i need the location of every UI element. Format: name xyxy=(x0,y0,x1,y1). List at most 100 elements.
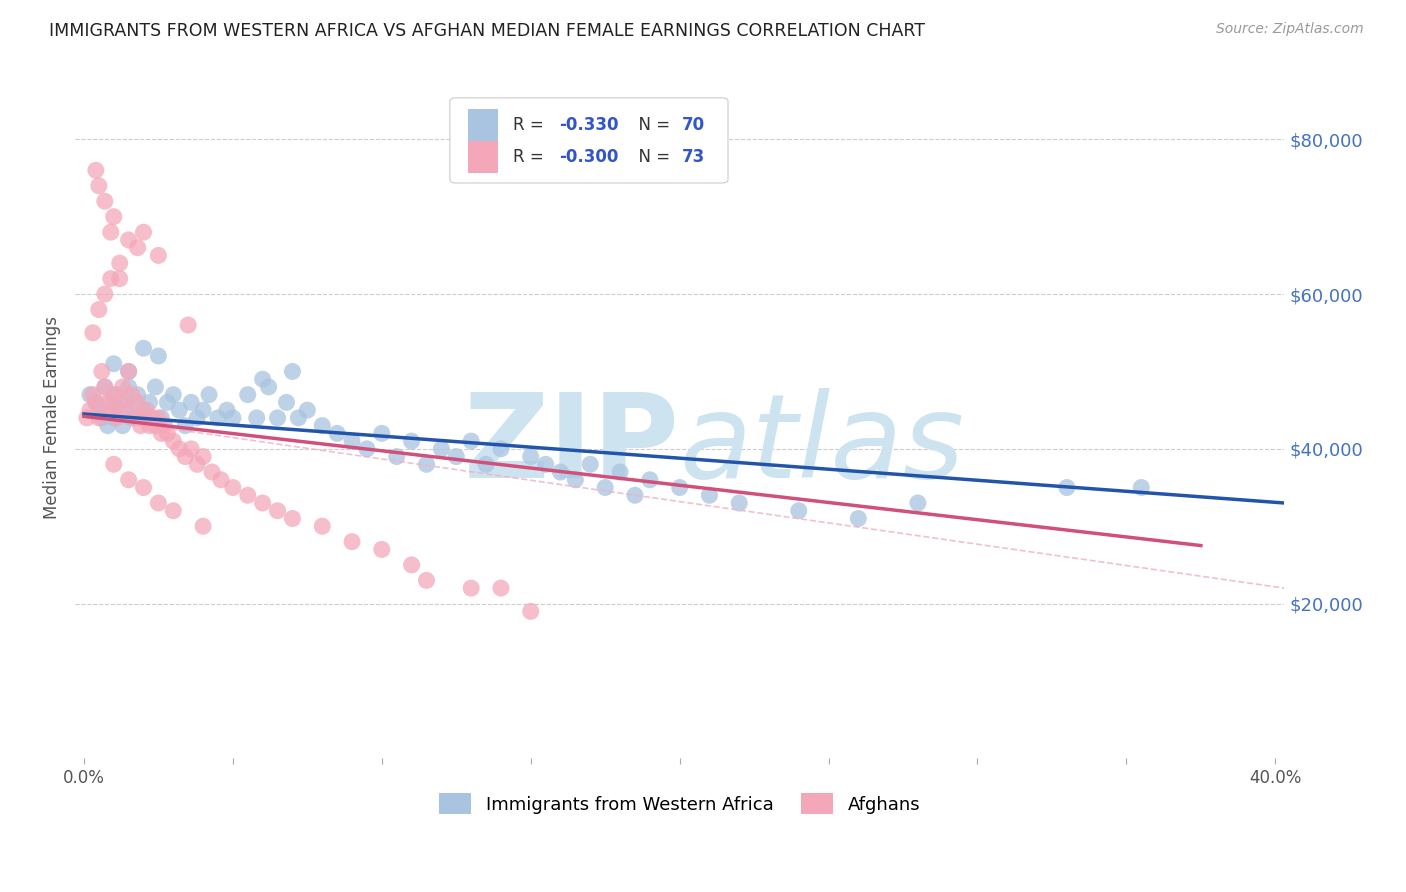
Point xyxy=(84,163,107,178)
Point xyxy=(127,241,149,255)
Point xyxy=(519,604,541,618)
Point xyxy=(132,481,155,495)
Point xyxy=(534,458,557,472)
Point xyxy=(186,458,208,472)
Point xyxy=(145,380,167,394)
Point xyxy=(593,481,616,495)
Point xyxy=(460,434,482,449)
Point xyxy=(105,410,128,425)
Point xyxy=(108,403,131,417)
Point xyxy=(82,326,104,340)
Point xyxy=(127,395,149,409)
Point xyxy=(148,410,170,425)
Point xyxy=(127,387,149,401)
Point xyxy=(124,410,146,425)
Point xyxy=(907,496,929,510)
Point xyxy=(564,473,586,487)
Point xyxy=(668,481,690,495)
Point xyxy=(97,418,120,433)
Point xyxy=(103,458,125,472)
Text: N =: N = xyxy=(627,148,675,166)
Point xyxy=(117,233,139,247)
Text: R =: R = xyxy=(513,148,548,166)
Text: N =: N = xyxy=(627,116,675,134)
Point xyxy=(156,395,179,409)
Point xyxy=(129,418,152,433)
Point xyxy=(430,442,453,456)
Point xyxy=(215,403,238,417)
Point xyxy=(94,380,117,394)
Point xyxy=(79,403,101,417)
Point xyxy=(87,178,110,193)
Point xyxy=(201,465,224,479)
Point xyxy=(167,403,190,417)
Point xyxy=(114,403,136,417)
Point xyxy=(385,450,408,464)
Point xyxy=(117,364,139,378)
Point xyxy=(97,395,120,409)
Point xyxy=(311,519,333,533)
Point xyxy=(191,450,214,464)
Point xyxy=(111,418,134,433)
Point xyxy=(103,357,125,371)
Point xyxy=(79,387,101,401)
Point xyxy=(371,426,394,441)
Point xyxy=(103,387,125,401)
Point xyxy=(489,442,512,456)
Point xyxy=(150,426,173,441)
Text: -0.330: -0.330 xyxy=(558,116,619,134)
Text: -0.300: -0.300 xyxy=(558,148,619,166)
Point xyxy=(124,395,146,409)
Point xyxy=(281,364,304,378)
Point xyxy=(108,395,131,409)
Point xyxy=(148,248,170,262)
Point xyxy=(111,380,134,394)
Point xyxy=(103,410,125,425)
Point xyxy=(191,519,214,533)
Point xyxy=(105,387,128,401)
Point xyxy=(266,410,288,425)
Point xyxy=(162,434,184,449)
Point xyxy=(94,380,117,394)
Point xyxy=(699,488,721,502)
Point xyxy=(236,387,259,401)
Point xyxy=(117,380,139,394)
Point xyxy=(246,410,269,425)
Point xyxy=(252,496,274,510)
Point xyxy=(100,403,122,417)
Point xyxy=(222,481,245,495)
Point xyxy=(87,302,110,317)
Point xyxy=(82,387,104,401)
Point xyxy=(132,341,155,355)
Point xyxy=(326,426,349,441)
Text: atlas: atlas xyxy=(679,388,965,502)
Point xyxy=(276,395,298,409)
Point xyxy=(236,488,259,502)
Point xyxy=(162,504,184,518)
Point xyxy=(624,488,647,502)
Point xyxy=(100,395,122,409)
Point xyxy=(87,403,110,417)
Point xyxy=(191,403,214,417)
Point xyxy=(340,434,363,449)
Point xyxy=(609,465,631,479)
Point xyxy=(174,418,197,433)
Point xyxy=(177,318,200,332)
Point xyxy=(1130,481,1153,495)
Point xyxy=(340,534,363,549)
Point xyxy=(638,473,661,487)
Point xyxy=(138,418,160,433)
Text: 73: 73 xyxy=(682,148,706,166)
Point xyxy=(167,442,190,456)
Point xyxy=(180,442,202,456)
Point xyxy=(108,271,131,285)
Text: Source: ZipAtlas.com: Source: ZipAtlas.com xyxy=(1216,22,1364,37)
Point xyxy=(150,410,173,425)
Point xyxy=(94,287,117,301)
Point xyxy=(135,403,157,417)
Point xyxy=(108,256,131,270)
Point xyxy=(162,387,184,401)
Point xyxy=(728,496,751,510)
Point xyxy=(446,450,468,464)
Point xyxy=(90,410,112,425)
